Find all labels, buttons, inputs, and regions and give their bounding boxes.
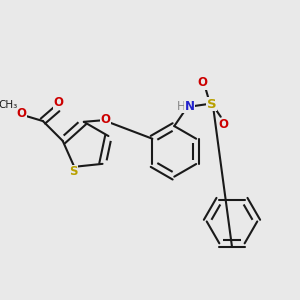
Text: N: N [185,100,195,113]
Text: H: H [177,100,185,113]
Text: S: S [69,165,77,178]
Text: O: O [16,107,26,120]
Text: CH₃: CH₃ [0,100,17,110]
Text: O: O [100,113,110,126]
Text: O: O [218,118,229,131]
Text: O: O [197,76,207,89]
Text: O: O [54,96,64,109]
Text: S: S [207,98,216,111]
